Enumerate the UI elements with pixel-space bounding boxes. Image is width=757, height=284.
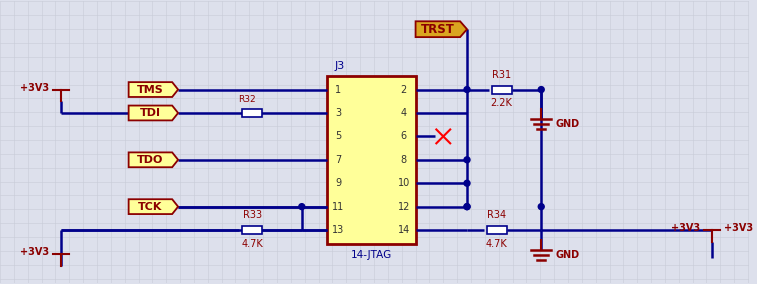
Text: +3V3: +3V3: [20, 247, 49, 257]
Text: 2: 2: [400, 85, 407, 95]
Polygon shape: [129, 82, 178, 97]
Text: +3V3: +3V3: [671, 223, 700, 233]
FancyBboxPatch shape: [326, 76, 416, 244]
Text: 14-JTAG: 14-JTAG: [350, 250, 391, 260]
Text: 5: 5: [335, 131, 341, 141]
Text: 10: 10: [397, 178, 410, 188]
Text: 8: 8: [400, 155, 407, 165]
Circle shape: [299, 204, 305, 210]
Circle shape: [464, 204, 470, 210]
Text: GND: GND: [555, 250, 579, 260]
Text: TRST: TRST: [421, 23, 455, 36]
Circle shape: [464, 157, 470, 163]
FancyBboxPatch shape: [487, 226, 506, 234]
Circle shape: [464, 180, 470, 186]
Text: 4.7K: 4.7K: [241, 239, 263, 249]
Text: TMS: TMS: [137, 85, 164, 95]
Text: 4.7K: 4.7K: [486, 239, 508, 249]
Text: TCK: TCK: [139, 202, 163, 212]
FancyBboxPatch shape: [492, 85, 512, 93]
Text: J3: J3: [335, 61, 344, 71]
Circle shape: [538, 204, 544, 210]
Text: 14: 14: [397, 225, 410, 235]
Text: 1: 1: [335, 85, 341, 95]
Text: TDO: TDO: [137, 155, 164, 165]
Text: +3V3: +3V3: [724, 223, 753, 233]
Polygon shape: [129, 153, 178, 167]
Polygon shape: [129, 199, 178, 214]
Polygon shape: [416, 21, 467, 37]
Circle shape: [538, 87, 544, 93]
Text: 6: 6: [400, 131, 407, 141]
Text: 3: 3: [335, 108, 341, 118]
Text: 2.2K: 2.2K: [491, 99, 512, 108]
Text: 9: 9: [335, 178, 341, 188]
Text: 4: 4: [400, 108, 407, 118]
Text: R32: R32: [238, 95, 256, 104]
Text: TDI: TDI: [140, 108, 161, 118]
Polygon shape: [129, 106, 178, 120]
Text: R34: R34: [488, 210, 506, 220]
Text: 13: 13: [332, 225, 344, 235]
Text: +3V3: +3V3: [20, 83, 49, 93]
Text: 11: 11: [332, 202, 344, 212]
FancyBboxPatch shape: [242, 226, 262, 234]
Text: R31: R31: [492, 70, 511, 80]
Circle shape: [464, 87, 470, 93]
Text: GND: GND: [555, 119, 579, 129]
FancyBboxPatch shape: [242, 109, 262, 117]
Text: 12: 12: [397, 202, 410, 212]
Text: R33: R33: [243, 210, 262, 220]
Text: 7: 7: [335, 155, 341, 165]
Circle shape: [464, 204, 470, 210]
